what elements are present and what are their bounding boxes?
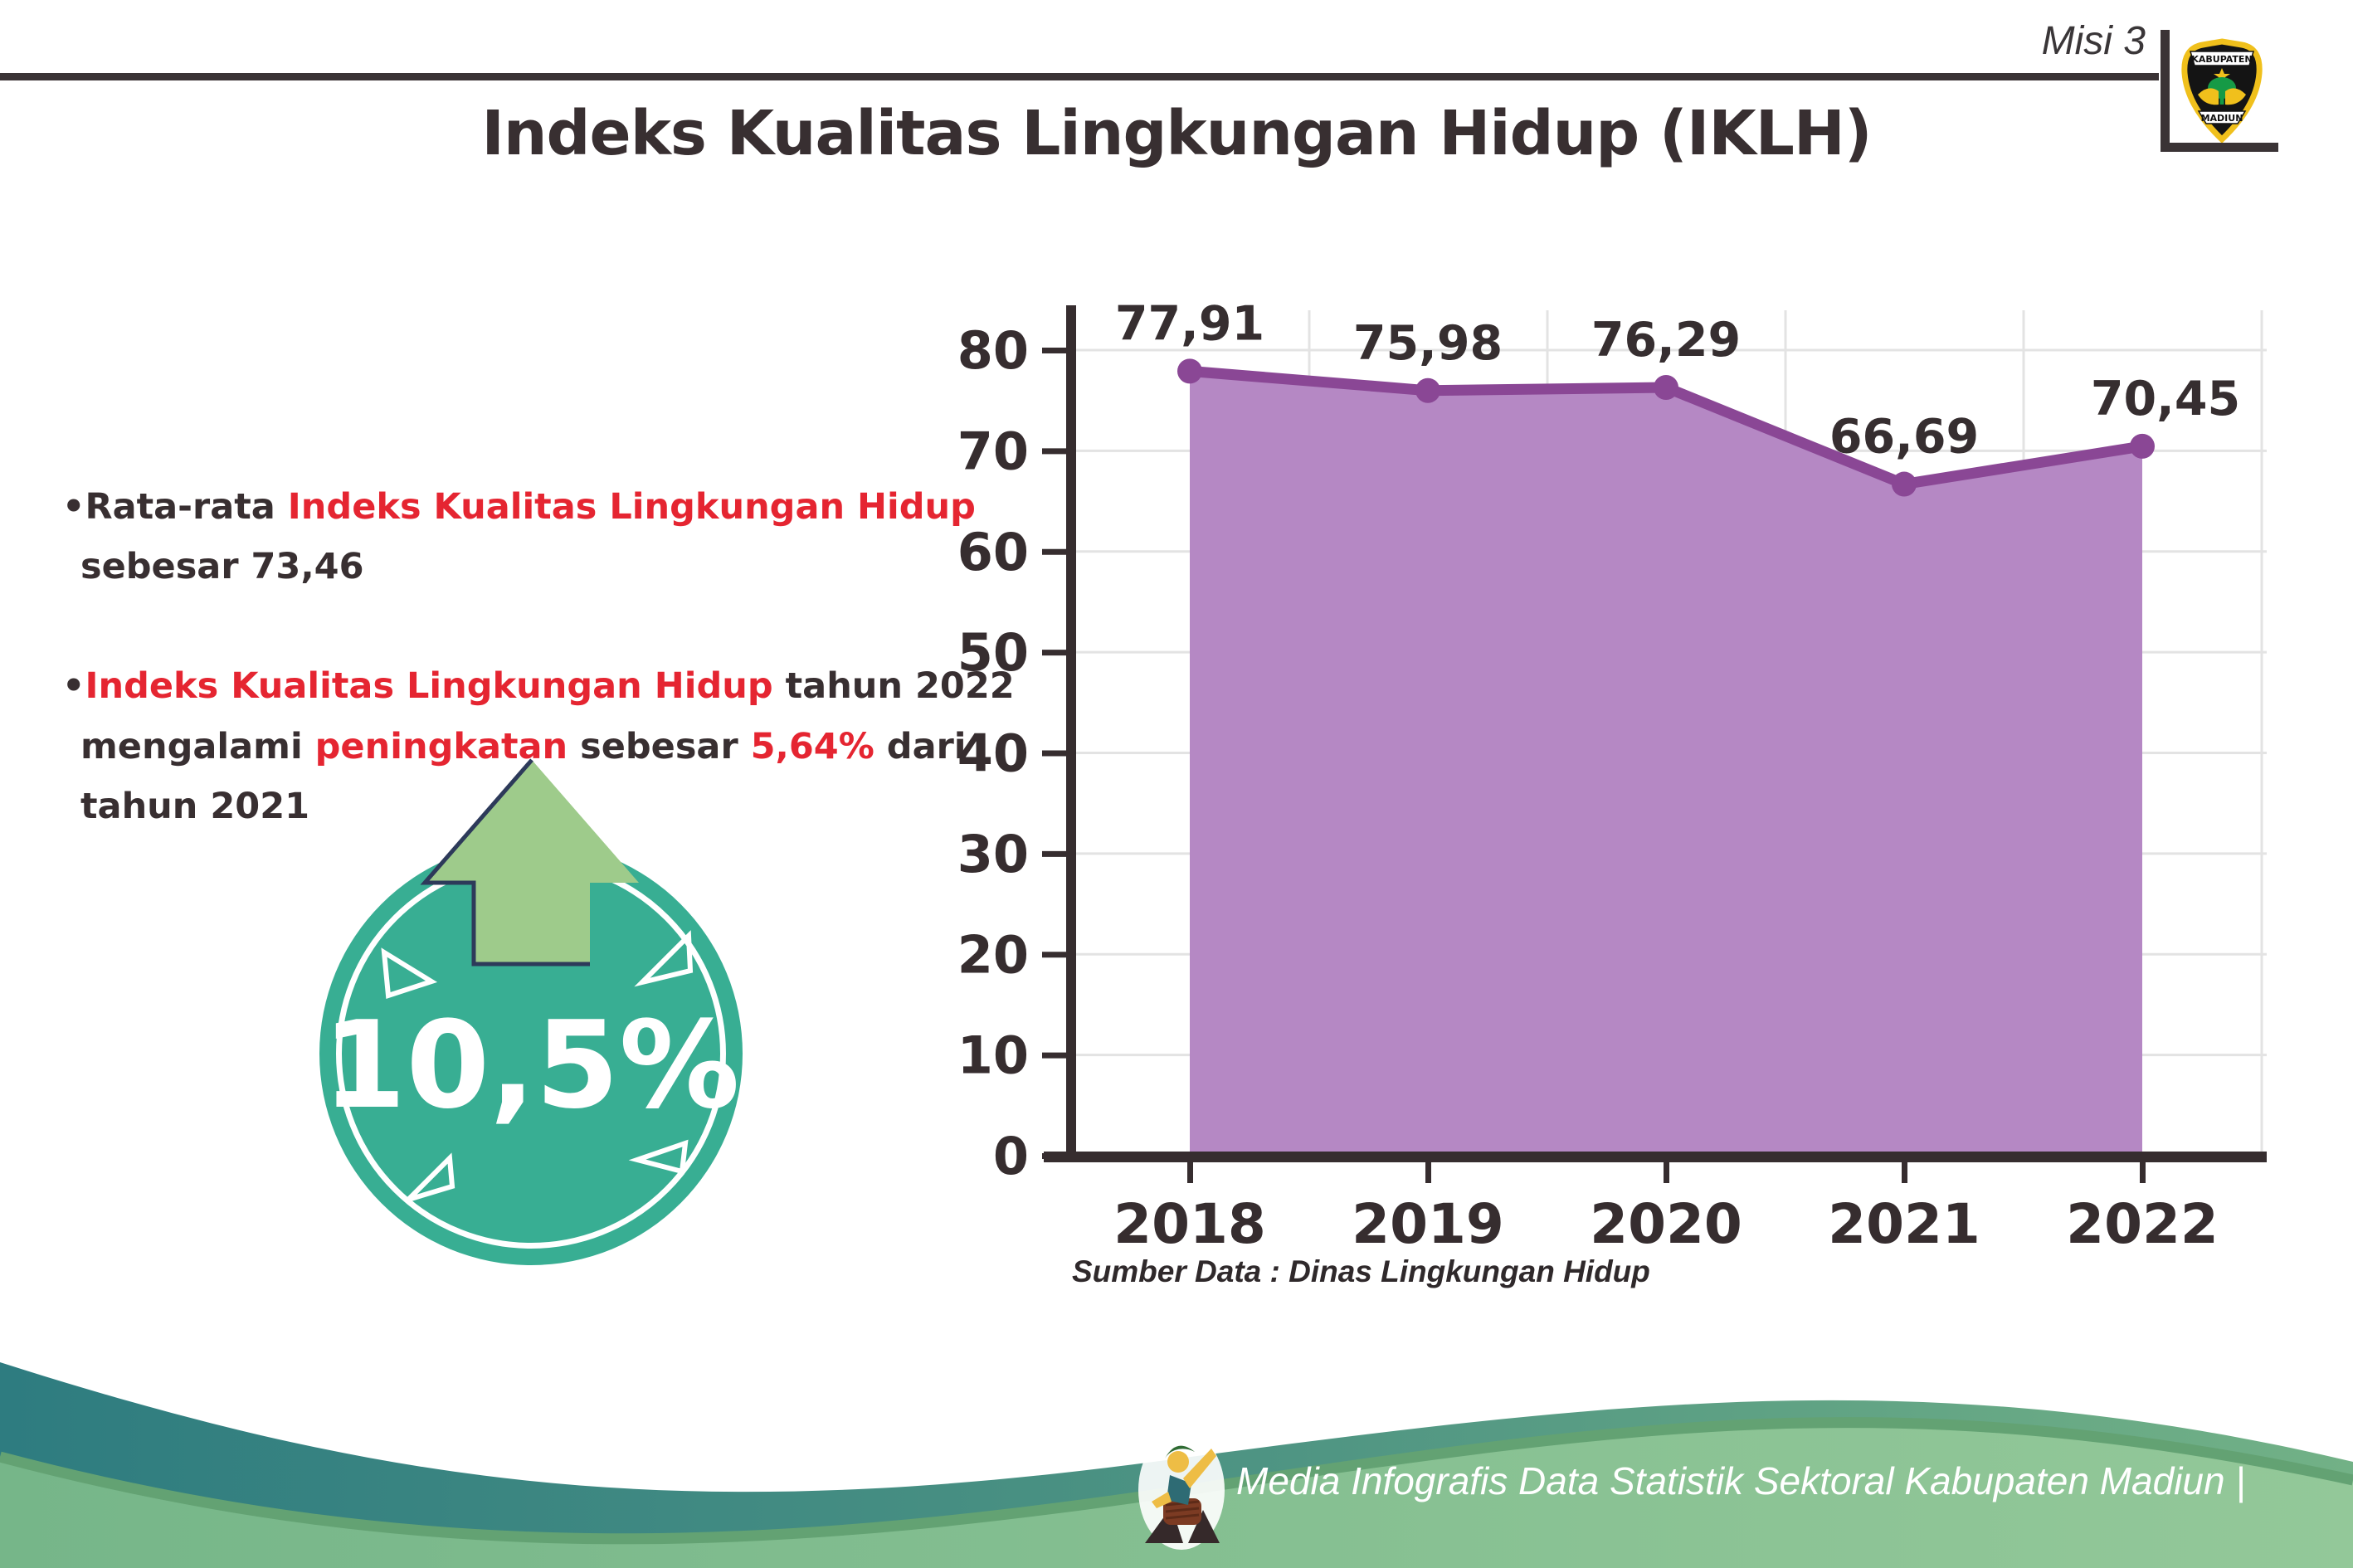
- mascot-hat: [1165, 1445, 1195, 1458]
- logo-left-wing: [2198, 88, 2219, 105]
- logo-top-ribbon: [2189, 51, 2255, 66]
- y-tick-label: 10: [957, 1025, 1029, 1086]
- y-tick: [1042, 548, 1067, 555]
- x-tick-label: 2021: [1828, 1192, 1980, 1256]
- chart-source-note: Sumber Data : Dinas Lingkungan Hidup: [1072, 1254, 1650, 1288]
- data-point: [1892, 471, 1917, 497]
- badge-tick-nw: [381, 947, 438, 1000]
- mascot-torso: [1167, 1475, 1191, 1505]
- logo-bottom-ribbon: [2197, 110, 2247, 124]
- x-tick-label: 2020: [1590, 1192, 1742, 1256]
- y-tick-label: 70: [957, 421, 1029, 481]
- y-tick: [1042, 750, 1067, 757]
- logo-bracket-vertical: [2161, 30, 2170, 152]
- y-tick-label: 30: [957, 824, 1029, 884]
- y-tick: [1042, 1052, 1067, 1059]
- data-point: [1654, 375, 1678, 401]
- point-label: 75,98: [1353, 316, 1503, 371]
- y-tick: [1042, 1153, 1067, 1159]
- point-label: 70,45: [2091, 372, 2240, 426]
- y-tick-label: 50: [957, 622, 1029, 683]
- x-axis: [1044, 1152, 2267, 1162]
- x-tick-label: 2018: [1113, 1192, 1266, 1256]
- badge-tick-ne: [634, 930, 694, 987]
- y-tick-label: 60: [957, 522, 1029, 582]
- x-tick: [2140, 1161, 2146, 1183]
- bullet-item: •Rata-rata Indeks Kualitas Lingkungan Hi…: [62, 486, 976, 588]
- x-tick-label: 2022: [2066, 1192, 2219, 1256]
- page-title: Indeks Kualitas Lingkungan Hidup (IKLH): [481, 98, 1872, 169]
- y-tick: [1042, 952, 1067, 958]
- x-tick-label: 2019: [1352, 1192, 1504, 1256]
- mascot-lower-arm: [1152, 1492, 1172, 1508]
- point-label: 66,69: [1829, 410, 1979, 465]
- badge-triangle-ticks: [381, 930, 694, 1202]
- up-arrow-icon: [420, 758, 639, 967]
- bullet-list: •Rata-rata Indeks Kualitas Lingkungan Hi…: [62, 477, 1016, 896]
- badge-tick-se: [628, 1139, 689, 1175]
- point-label: 76,29: [1591, 313, 1741, 368]
- y-tick-label: 80: [957, 320, 1029, 381]
- header-rule: [0, 73, 2159, 80]
- y-tick-label: 20: [957, 924, 1029, 985]
- y-tick: [1042, 348, 1067, 353]
- up-arrow-shape: [425, 760, 639, 964]
- footer-caption: Media Infografis Data Statistik Sektoral…: [1236, 1459, 2246, 1502]
- y-tick: [1042, 650, 1067, 656]
- iklh-area-chart: 0 10 20 30 40 50 60 70 80 2018 2019 2020 2021 2022 77,…: [957, 296, 2267, 1256]
- data-point: [1177, 358, 1202, 384]
- up-arrow-outline: [420, 758, 590, 967]
- area-fill: [1190, 371, 2142, 1154]
- point-label: 77,91: [1115, 296, 1264, 351]
- mascot-raised-arm: [1183, 1449, 1216, 1488]
- data-point: [1415, 377, 1440, 403]
- x-tick: [1902, 1161, 1907, 1183]
- logo-bracket-horizontal: [2161, 143, 2278, 152]
- y-tick: [1042, 850, 1067, 857]
- badge-tick-sw: [406, 1152, 455, 1202]
- y-tick: [1042, 448, 1067, 455]
- x-tick: [1187, 1161, 1193, 1183]
- logo-bottom-text: MADIUN: [2201, 113, 2243, 124]
- x-tick: [1425, 1161, 1431, 1183]
- logo-top-text: KABUPATEN: [2191, 54, 2252, 65]
- bullet-item: •Indeks Kualitas Lingkungan Hidup tahun …: [62, 665, 1015, 827]
- y-axis: [1066, 305, 1076, 1161]
- logo-right-wing: [2225, 88, 2246, 105]
- mascot-right-leg: [1188, 1510, 1220, 1543]
- misi-label: Misi 3: [2041, 19, 2146, 63]
- y-tick-label: 40: [957, 723, 1029, 784]
- data-point: [2130, 433, 2155, 459]
- y-tick-label: 0: [993, 1126, 1029, 1186]
- mascot-head: [1167, 1451, 1189, 1473]
- mascot-icon: [1138, 1430, 1225, 1550]
- increase-percentage: 10,5%: [322, 996, 740, 1136]
- x-tick: [1664, 1161, 1669, 1183]
- logo-star-icon: [2214, 68, 2230, 83]
- kabupaten-madiun-logo: KABUPATEN MADIUN: [2181, 38, 2263, 143]
